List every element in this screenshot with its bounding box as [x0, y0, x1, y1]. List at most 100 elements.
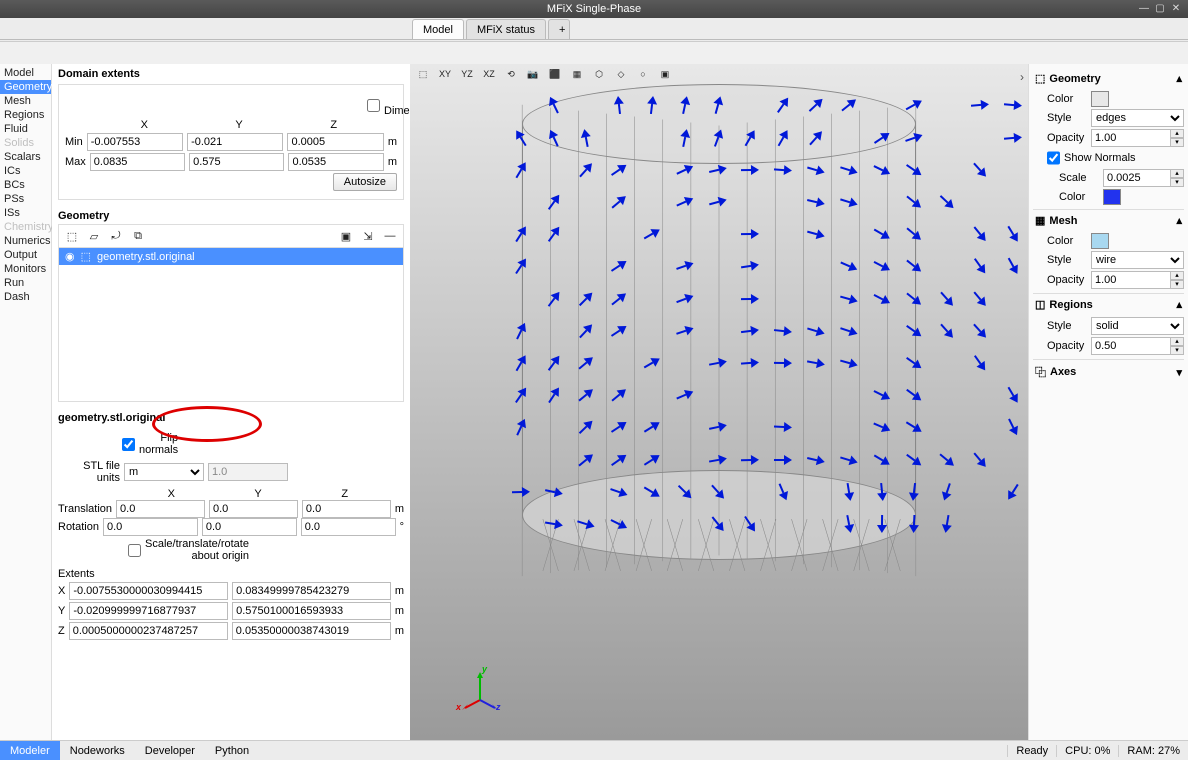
col-y: Y: [194, 119, 285, 131]
rot-y[interactable]: [202, 518, 297, 536]
vp-tool-7[interactable]: ▦: [568, 66, 586, 82]
nav-output[interactable]: Output: [0, 248, 51, 262]
geo-opacity[interactable]: [1091, 129, 1170, 147]
rot-x[interactable]: [103, 518, 198, 536]
status-tab-python[interactable]: Python: [205, 741, 259, 760]
ext-Y-max[interactable]: [232, 602, 391, 620]
nav-model[interactable]: Model: [0, 66, 51, 80]
max-z-input[interactable]: [288, 153, 383, 171]
nav-iss[interactable]: ISs: [0, 206, 51, 220]
nav-ics[interactable]: ICs: [0, 164, 51, 178]
visibility-icon[interactable]: ◉: [65, 250, 75, 263]
geo-color-swatch[interactable]: [1091, 91, 1109, 107]
ext-Z-max[interactable]: [232, 622, 391, 640]
tab-model[interactable]: Model: [412, 19, 464, 39]
ext-Z-min[interactable]: [69, 622, 228, 640]
max-x-input[interactable]: [90, 153, 185, 171]
close-icon[interactable]: ✕: [1168, 1, 1184, 15]
geo-style-select[interactable]: edges: [1091, 109, 1184, 127]
vp-tool-10[interactable]: ○: [634, 66, 652, 82]
domain-extents-panel: 2 Dimensional X Y Z Min m Max m: [58, 84, 404, 200]
rot-z[interactable]: [301, 518, 396, 536]
ext-X-max[interactable]: [232, 582, 391, 600]
geo-delete-icon[interactable]: —: [381, 227, 399, 245]
nav-solids[interactable]: Solids: [0, 136, 51, 150]
vp-tool-5[interactable]: 📷: [524, 66, 542, 82]
document-tabs: Model MFiX status +: [0, 18, 1188, 40]
trans-x[interactable]: [116, 500, 205, 518]
rp-mesh-head[interactable]: ▦Mesh▴: [1033, 209, 1184, 231]
normals-scale[interactable]: [1103, 169, 1170, 187]
nav-chemistry[interactable]: Chemistry: [0, 220, 51, 234]
min-y-input[interactable]: [187, 133, 283, 151]
status-tab-developer[interactable]: Developer: [135, 741, 205, 760]
stl-units-label: STL file units: [58, 460, 120, 484]
vp-tool-6[interactable]: ⬛: [546, 66, 564, 82]
tab-mfix-status[interactable]: MFiX status: [466, 19, 546, 39]
grid-icon: ▦: [1035, 214, 1045, 227]
mesh-style-select[interactable]: wire: [1091, 251, 1184, 269]
show-normals-checkbox[interactable]: Show Normals: [1047, 149, 1136, 167]
mesh-opacity[interactable]: [1091, 271, 1170, 289]
geo-link-icon[interactable]: ⇲: [359, 227, 377, 245]
nav-mesh[interactable]: Mesh: [0, 94, 51, 108]
rp-axes-head[interactable]: ⿻Axes▾: [1033, 359, 1184, 384]
display-panel: ⬚Geometry▴ Color Styleedges Opacity▴▾ Sh…: [1028, 64, 1188, 740]
min-x-input[interactable]: [87, 133, 183, 151]
status-tab-nodeworks[interactable]: Nodeworks: [60, 741, 135, 760]
maximize-icon[interactable]: ▢: [1152, 1, 1168, 15]
mesh-color-swatch[interactable]: [1091, 233, 1109, 249]
vp-tool-8[interactable]: ⬡: [590, 66, 608, 82]
rp-regions-head[interactable]: ◫Regions▴: [1033, 293, 1184, 315]
geo-wand-icon[interactable]: ⤾: [107, 227, 125, 245]
nav-dash[interactable]: Dash: [0, 290, 51, 304]
scale-origin-checkbox[interactable]: Scale/translate/rotate about origin: [128, 538, 158, 562]
regions-style-select[interactable]: solid: [1091, 317, 1184, 335]
status-ready: Ready: [1007, 745, 1056, 757]
autosize-button[interactable]: Autosize: [333, 173, 397, 191]
nav-fluid[interactable]: Fluid: [0, 122, 51, 136]
two-dimensional-checkbox[interactable]: 2 Dimensional: [367, 93, 397, 117]
vp-tool-9[interactable]: ◇: [612, 66, 630, 82]
ext-X-min[interactable]: [69, 582, 228, 600]
vp-tool-3[interactable]: XZ: [480, 66, 498, 82]
nav-scalars[interactable]: Scalars: [0, 150, 51, 164]
nav-pss[interactable]: PSs: [0, 192, 51, 206]
nav-run[interactable]: Run: [0, 276, 51, 290]
nav-geometry[interactable]: Geometry: [0, 80, 51, 94]
collapse-right-icon[interactable]: ›: [1020, 70, 1024, 84]
nav-bcs[interactable]: BCs: [0, 178, 51, 192]
geo-copy-icon[interactable]: ⧉: [129, 227, 147, 245]
geometry-tree[interactable]: ◉ ⬚ geometry.stl.original: [58, 247, 404, 402]
trans-y[interactable]: [209, 500, 298, 518]
trans-z[interactable]: [302, 500, 391, 518]
nav-monitors[interactable]: Monitors: [0, 262, 51, 276]
vp-tool-11[interactable]: ▣: [656, 66, 674, 82]
normals-color-swatch[interactable]: [1103, 189, 1121, 205]
stl-units-select[interactable]: m: [124, 463, 204, 481]
geo-add-icon[interactable]: ▣: [337, 227, 355, 245]
regions-opacity[interactable]: [1091, 337, 1170, 355]
geo-tool2-icon[interactable]: ▱: [85, 227, 103, 245]
flip-normals-checkbox[interactable]: Flip normals: [122, 432, 152, 456]
col-z: Z: [288, 119, 379, 131]
translation-label: Translation: [58, 503, 112, 515]
vp-tool-4[interactable]: ⟲: [502, 66, 520, 82]
min-z-input[interactable]: [287, 133, 383, 151]
geometry-toolbar: ⬚ ▱ ⤾ ⧉ ▣ ⇲ —: [58, 224, 404, 247]
tab-add[interactable]: +: [548, 19, 570, 39]
minimize-icon[interactable]: —: [1136, 1, 1152, 15]
viewport-3d[interactable]: ⬚XYYZXZ⟲📷⬛▦⬡◇○▣ › x y z: [410, 64, 1028, 740]
rp-geometry-head[interactable]: ⬚Geometry▴: [1033, 68, 1184, 89]
geometry-tree-item[interactable]: ◉ ⬚ geometry.stl.original: [59, 248, 403, 265]
vp-tool-1[interactable]: XY: [436, 66, 454, 82]
vp-tool-0[interactable]: ⬚: [414, 66, 432, 82]
domain-extents-title: Domain extents: [52, 64, 410, 82]
geo-tool1-icon[interactable]: ⬚: [63, 227, 81, 245]
nav-numerics[interactable]: Numerics: [0, 234, 51, 248]
vp-tool-2[interactable]: YZ: [458, 66, 476, 82]
max-y-input[interactable]: [189, 153, 284, 171]
ext-Y-min[interactable]: [69, 602, 228, 620]
nav-regions[interactable]: Regions: [0, 108, 51, 122]
status-tab-modeler[interactable]: Modeler: [0, 741, 60, 760]
